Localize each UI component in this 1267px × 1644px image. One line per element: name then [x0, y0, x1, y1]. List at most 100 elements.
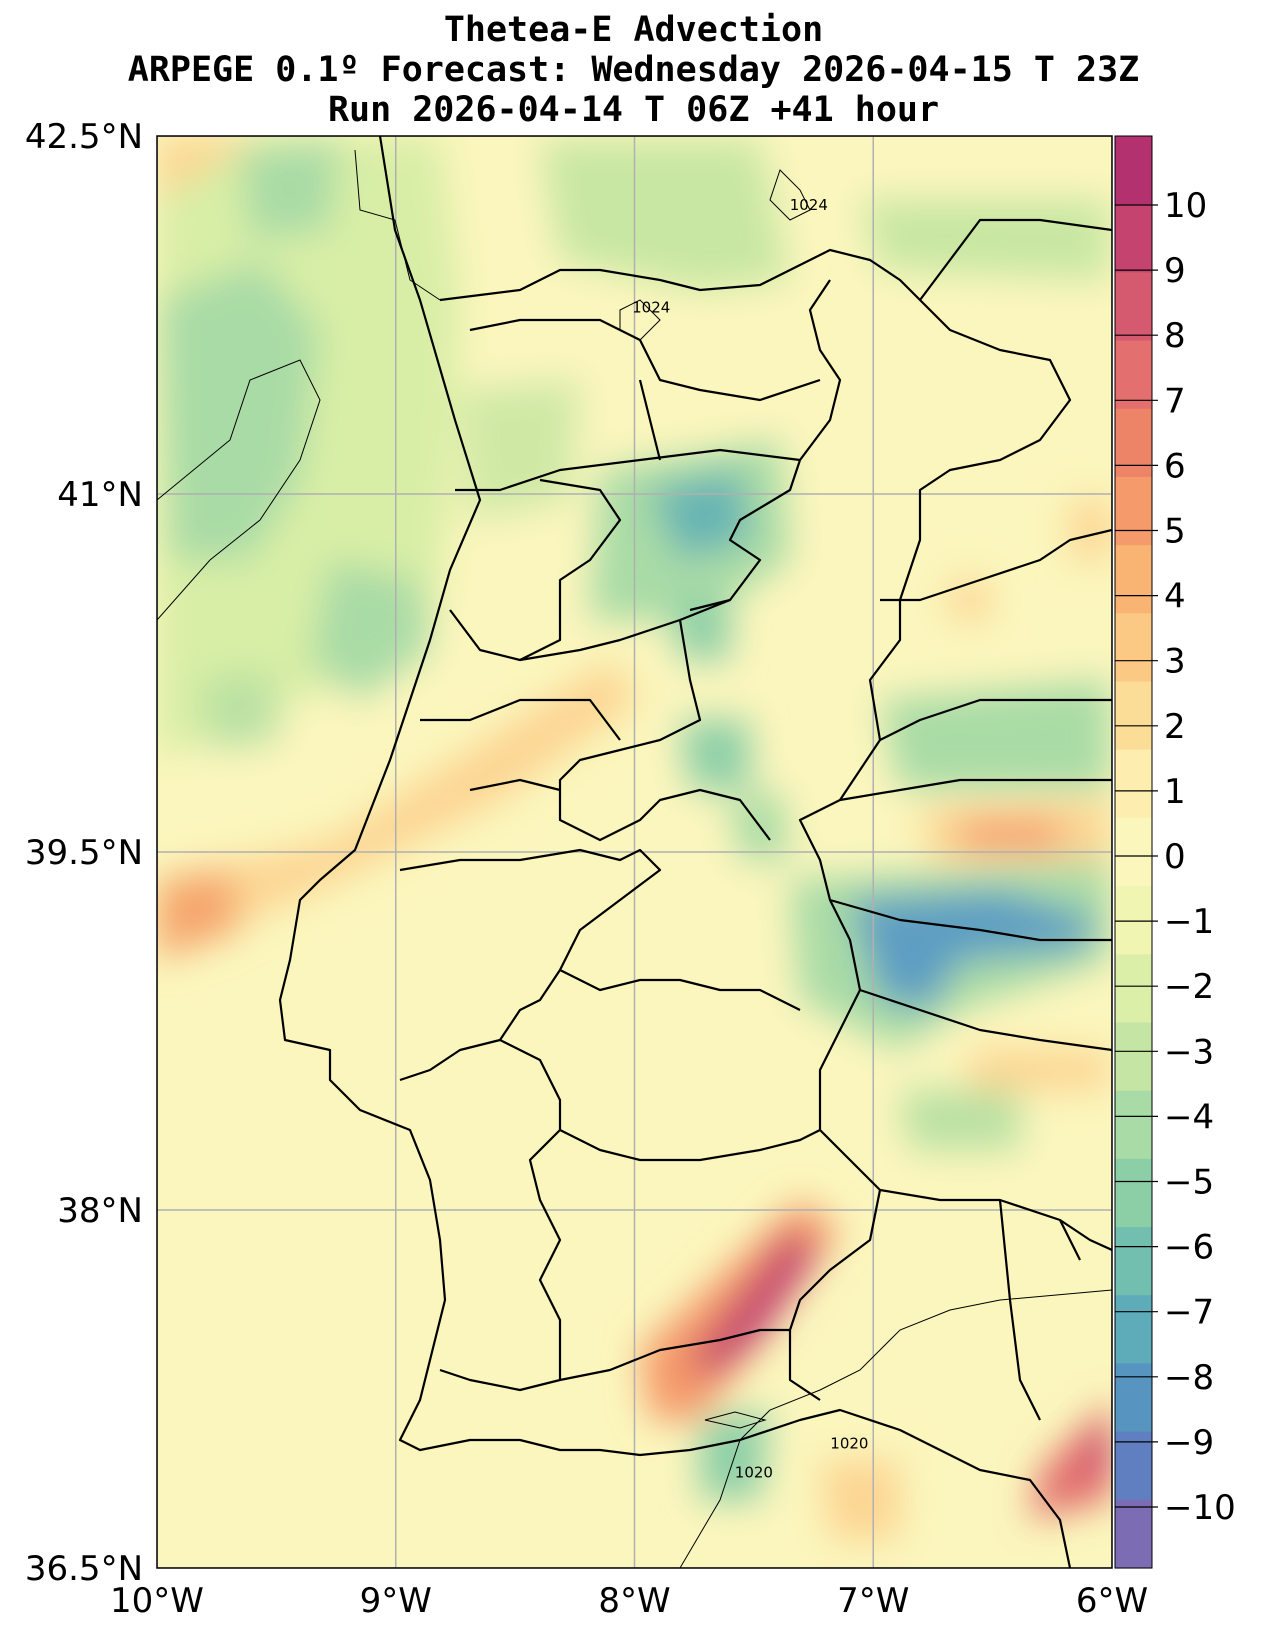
- coastline: [278, 136, 1072, 1568]
- field-north-negative: [540, 140, 790, 290]
- lon-tick-label: 6°W: [1076, 1581, 1148, 1621]
- colorbar-segment: [1115, 476, 1152, 546]
- colorbar-segment: [1115, 1431, 1152, 1501]
- isobar-line: [769, 169, 811, 221]
- isobar-label: 1024: [790, 196, 828, 214]
- district-boundary: [449, 478, 622, 662]
- colorbar-segment: [1115, 1363, 1152, 1433]
- chart-subtitle: ARPEGE 0.1º Forecast: Wednesday 2026-04-…: [127, 50, 1140, 90]
- colorbar-segment: [1115, 886, 1152, 955]
- district-boundary: [399, 848, 801, 1011]
- field-north-negative: [860, 200, 1110, 280]
- colorbar-tick-label: −6: [1164, 1228, 1214, 1268]
- isobar-label: 1024: [632, 299, 670, 317]
- colorbar-tick-label: 2: [1164, 707, 1186, 747]
- isobar-label: 1020: [830, 1435, 868, 1453]
- isobars: [157, 149, 1112, 1568]
- field-east-negative: [880, 680, 1110, 790]
- coastline-and-borders: [278, 136, 1112, 1568]
- colorbar-tick-label: 5: [1164, 512, 1186, 552]
- field-cluster-negative-strong: [650, 470, 750, 560]
- isobar-line: [354, 149, 441, 301]
- field-east-positive: [950, 580, 990, 620]
- district-boundary: [559, 1328, 790, 1382]
- map-area: 1024 1024 1020 1020: [157, 136, 1112, 1568]
- colorbar-segment: [1115, 408, 1152, 478]
- map-frame: [156, 135, 1113, 1569]
- field-ocean-negative-strong: [200, 670, 280, 750]
- field-east-positive-strong: [960, 820, 1060, 850]
- colorbar-segment: [1115, 613, 1152, 683]
- field-cluster-negative: [680, 720, 750, 790]
- district-boundary: [638, 379, 662, 461]
- district-boundary: [839, 778, 1112, 802]
- colorbar-tick-label: −9: [1164, 1423, 1214, 1463]
- isobar-labels: 1024 1024 1020 1020: [632, 196, 868, 1481]
- field-southeast-positive: [1030, 1400, 1112, 1520]
- colorbar-tick-label: −5: [1164, 1163, 1214, 1203]
- colorbar-segment: [1115, 954, 1152, 1024]
- colorbar-tick-label: 9: [1164, 251, 1186, 291]
- colorbar-tick-label: −3: [1164, 1032, 1214, 1072]
- district-boundary: [879, 698, 1112, 741]
- colorbar-segment: [1115, 1090, 1152, 1160]
- lat-tick-label: 38°N: [57, 1191, 143, 1231]
- field-east-negative: [900, 1090, 1020, 1150]
- district-boundary: [859, 988, 1112, 1052]
- colorbar-segment: [1115, 1295, 1152, 1365]
- colorbar-tick-label: −10: [1164, 1488, 1236, 1528]
- field-northwest-positive: [157, 136, 260, 200]
- chart-run-info: Run 2026-04-14 T 06Z +41 hour: [327, 90, 940, 130]
- lon-tick-label: 8°W: [598, 1581, 670, 1621]
- field-west-positive: [157, 660, 640, 960]
- colorbar-frame: [1114, 135, 1153, 1569]
- district-boundary: [455, 448, 801, 492]
- field-south-positive: [820, 1460, 900, 1540]
- colorbar-tick-label: −8: [1164, 1358, 1214, 1398]
- colorbar-tick-label: 6: [1164, 446, 1186, 486]
- lat-tick-label: 41°N: [57, 475, 143, 515]
- isobar-line: [679, 1289, 1112, 1568]
- district-boundary: [558, 619, 771, 842]
- lat-tick-label: 39.5°N: [25, 833, 143, 873]
- colorbar-segment: [1115, 340, 1152, 410]
- district-boundary: [919, 218, 1112, 301]
- colorbar-segment: [1115, 681, 1152, 751]
- colorbar-segment: [1115, 136, 1152, 205]
- colorbar-tick-label: 10: [1164, 186, 1207, 226]
- district-boundary: [469, 318, 821, 402]
- field-east-positive: [970, 1050, 1110, 1090]
- colorbar-tick-label: −1: [1164, 902, 1214, 942]
- isobar-line: [704, 1411, 767, 1429]
- colorbar-segment: [1115, 204, 1152, 273]
- district-boundary: [880, 528, 1112, 602]
- district-boundary: [799, 279, 842, 461]
- district-boundary: [469, 778, 561, 792]
- colorbar-segment: [1115, 545, 1152, 614]
- field-north-negative: [460, 380, 580, 520]
- colorbar-tick-label: 8: [1164, 316, 1186, 356]
- colorbar-segment: [1115, 817, 1152, 887]
- field-east-positive: [1070, 500, 1112, 560]
- lat-tick-label: 42.5°N: [25, 117, 143, 157]
- gridlines: [157, 136, 1112, 1568]
- district-boundary: [499, 1039, 821, 1162]
- lat-tick-label: 36.5°N: [25, 1549, 143, 1589]
- colorbar-tick-label: 4: [1164, 577, 1186, 617]
- district-boundary: [519, 598, 731, 662]
- lon-tick-label: 7°W: [837, 1581, 909, 1621]
- colorbar-segment: [1115, 1158, 1152, 1228]
- axis-ticks: 10°W 9°W 8°W 7°W 6°W 42.5°N 41°N 39.5°N 38°N 36.5…: [25, 117, 1148, 1621]
- colorbar-segment: [1115, 1022, 1152, 1092]
- colorbar-segment: [1115, 1499, 1152, 1569]
- isobar-label: 1020: [735, 1463, 773, 1481]
- lon-tick-label: 10°W: [110, 1581, 204, 1621]
- colorbar-tick-label: 1: [1164, 772, 1186, 812]
- colorbar-tick-label: −4: [1164, 1097, 1214, 1137]
- colorbar-tick-label: 7: [1164, 381, 1186, 421]
- colorbar-segment: [1115, 749, 1152, 819]
- colorbar-segment: [1115, 272, 1152, 342]
- isobar-line: [157, 359, 321, 621]
